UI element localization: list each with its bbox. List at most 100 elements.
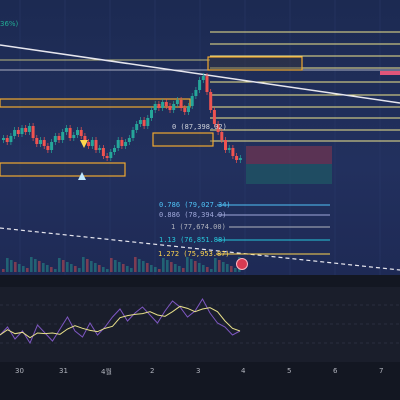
candle — [31, 126, 35, 138]
volume-bar — [118, 262, 121, 272]
volume-bar — [222, 262, 225, 272]
candle — [105, 156, 109, 158]
volume-bar — [230, 266, 233, 272]
pane-separator[interactable] — [0, 275, 400, 287]
volume-bar — [146, 263, 149, 272]
candle — [35, 138, 39, 144]
volume-bar — [2, 269, 5, 272]
volume-bar — [14, 262, 17, 272]
lightning-alert-icon[interactable] — [236, 258, 248, 270]
rsi-line — [0, 298, 241, 345]
candle — [168, 106, 172, 110]
volume-bar — [54, 269, 57, 272]
volume-bar — [206, 267, 209, 272]
volume-bar — [94, 263, 97, 272]
rsi-pane[interactable] — [0, 287, 400, 370]
candle — [153, 104, 157, 110]
volume-bar — [138, 259, 141, 272]
candle — [194, 90, 198, 96]
candle — [120, 140, 124, 146]
volume-bar — [142, 261, 145, 272]
candle — [238, 158, 242, 160]
volume-bar — [98, 265, 101, 272]
candle — [61, 132, 65, 140]
volume-bar — [226, 264, 229, 272]
volume-bar — [166, 260, 169, 272]
candle — [127, 138, 131, 142]
candle — [209, 92, 213, 110]
candle — [101, 148, 105, 156]
volume-bar — [22, 266, 25, 272]
volume-bar — [46, 265, 49, 272]
candle — [205, 76, 209, 92]
price-chart-svg[interactable] — [0, 0, 400, 275]
fib-zero-label: 0 (87,398.02) — [172, 123, 227, 131]
price-chart-pane[interactable]: 36%) 0 (87,398.02) 0.786 (79,027.34) 0.88… — [0, 0, 400, 275]
candle — [2, 138, 5, 140]
candle — [46, 146, 50, 150]
fib-level-label: 0.886 (78,394.9) — [159, 211, 227, 219]
candle — [175, 100, 179, 104]
volume-bar — [18, 264, 21, 272]
volume-bar — [90, 261, 93, 272]
candle — [164, 102, 168, 106]
fib-level-label: 1 (77,674.00) — [171, 223, 226, 231]
candle — [231, 148, 235, 156]
price-change-label: 36%) — [0, 20, 19, 28]
volume-bar — [162, 258, 165, 272]
candle — [227, 148, 231, 150]
fib-level-label: 1.272 (75,953.87) — [158, 250, 230, 258]
candle — [79, 130, 83, 136]
candle — [5, 138, 9, 142]
time-axis-label: 30 — [15, 367, 24, 375]
time-axis-label: 2 — [150, 367, 155, 375]
candle — [24, 128, 28, 132]
time-axis-label: 5 — [287, 367, 292, 375]
demand-zone — [152, 132, 214, 147]
candle — [64, 128, 68, 132]
candle — [212, 110, 216, 124]
volume-bar — [42, 263, 45, 272]
volume-bar — [10, 260, 13, 272]
candle — [57, 136, 61, 140]
demand-zone — [0, 162, 126, 177]
candle — [42, 140, 46, 146]
volume-bar — [214, 258, 217, 272]
volume-bar — [178, 266, 181, 272]
candle — [113, 148, 116, 152]
time-axis-label: 7 — [379, 367, 384, 375]
volume-bar — [38, 261, 41, 272]
candle — [50, 142, 54, 150]
candle — [13, 130, 17, 136]
volume-bar — [210, 269, 213, 272]
rsi-indicator-svg[interactable] — [0, 287, 400, 362]
candle — [201, 76, 205, 80]
time-axis-label: 6 — [333, 367, 338, 375]
candle — [109, 152, 113, 158]
time-axis-label: 31 — [59, 367, 68, 375]
candle — [198, 80, 202, 90]
time-axis-label: 4월 — [101, 368, 112, 376]
volume-bar — [194, 261, 197, 272]
volume-bar — [154, 267, 157, 272]
fib-level-label: 0.786 (79,027.34) — [159, 201, 231, 209]
volume-bar — [234, 268, 237, 272]
candle — [142, 120, 146, 126]
fib-level-label: 1.13 (76,851.88) — [159, 236, 227, 244]
candle — [187, 106, 190, 112]
candle — [94, 140, 98, 150]
candle — [9, 136, 13, 142]
candle — [124, 142, 128, 146]
volume-bar — [66, 262, 69, 272]
candle — [90, 140, 94, 146]
volume-bar — [190, 259, 193, 272]
volume-bar — [102, 267, 105, 272]
arrow-up-icon — [78, 172, 86, 180]
candle — [146, 118, 150, 126]
time-axis[interactable]: 30 31 4월 2 3 4 5 6 7 — [0, 362, 400, 400]
candle — [116, 140, 120, 148]
candle — [20, 128, 24, 134]
volume-bar — [70, 264, 73, 272]
volume-bar — [126, 266, 129, 272]
